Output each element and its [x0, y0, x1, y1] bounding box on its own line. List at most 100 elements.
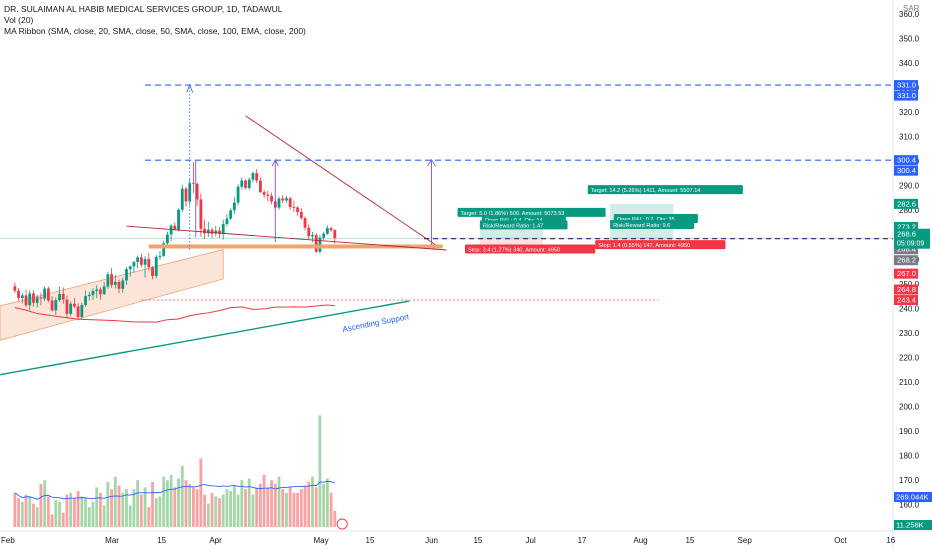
volume-indicator-label[interactable]: Vol (20): [4, 15, 34, 25]
volume-bar: [288, 487, 292, 527]
candle-body: [247, 179, 251, 188]
volume-bar: [17, 498, 20, 527]
candle-body: [35, 297, 39, 303]
price-label-text: 264.8: [897, 285, 916, 294]
volume-bar: [285, 492, 288, 527]
candle-body: [95, 289, 99, 291]
long1-rr-tag-bg: [479, 220, 568, 230]
candle-body: [281, 198, 285, 201]
candle-body: [162, 243, 166, 256]
long2-target-tag-bg: [587, 185, 743, 195]
candle-body: [128, 266, 132, 270]
dotted-arrow-head: [186, 84, 194, 93]
volume-bar: [195, 489, 199, 527]
y-tick-label: 160.0: [899, 501, 920, 510]
volume-bar: [221, 494, 225, 527]
volume-bar: [162, 476, 166, 527]
volume-bar: [329, 492, 333, 527]
volume-bar: [102, 505, 106, 527]
y-tick-label: 210.0: [899, 378, 920, 387]
volume-bar: [244, 489, 247, 527]
price-label-bg: [894, 90, 918, 101]
price-label: 267.0: [894, 268, 918, 279]
volume-bar: [236, 494, 240, 527]
candle-body: [251, 173, 255, 180]
price-label-bg: [894, 284, 918, 295]
replay-icon[interactable]: [336, 518, 348, 530]
candle-body: [322, 233, 326, 238]
volume-bar: [87, 507, 91, 527]
price-label-bg: [894, 155, 918, 166]
price-label-text: 300.4: [897, 156, 916, 165]
long1-profit-zone: [479, 226, 544, 239]
candle-body: [180, 188, 184, 210]
volume-bar: [147, 507, 151, 527]
candle-body: [184, 188, 188, 202]
volume-last-value-label: 11.258K: [894, 520, 932, 530]
price-label-text: 331.0: [897, 91, 916, 100]
candle-body: [110, 274, 113, 285]
candle-body: [166, 234, 169, 244]
y-tick-label: 310.0: [899, 133, 920, 142]
volume-ma-value-bg: [894, 492, 932, 502]
volume-bar: [39, 483, 43, 527]
candle-body: [54, 300, 58, 311]
candle-body: [43, 288, 47, 299]
volume-bar: [266, 487, 270, 527]
volume-bar: [69, 492, 73, 527]
price-label-text: 243.4: [897, 296, 916, 305]
volume-bar: [46, 496, 50, 527]
candle-body: [61, 293, 65, 300]
volume-bar: [333, 510, 337, 527]
candle-body: [240, 180, 244, 187]
volume-bar: [281, 489, 285, 527]
symbol-title[interactable]: DR. SULAIMAN AL HABIB MEDICAL SERVICES G…: [4, 4, 283, 14]
volume-bar: [154, 498, 158, 527]
price-label-text: 267.0: [897, 269, 916, 278]
measure-arrow-2: [271, 158, 279, 167]
candle-body: [329, 228, 333, 231]
candle-body: [91, 290, 95, 295]
candle-body: [158, 255, 162, 257]
volume-bar: [318, 415, 322, 527]
ma-ribbon-indicator-label[interactable]: MA Ribbon (SMA, close, 20, SMA, close, 5…: [4, 26, 306, 36]
candle-body: [255, 173, 259, 181]
volume-bar: [325, 478, 329, 527]
x-tick-label: 17: [578, 536, 587, 545]
price-label-bg: [894, 198, 918, 209]
volume-ma-value-text: 269.044K: [896, 493, 929, 502]
y-tick-label: 180.0: [899, 452, 920, 461]
candle-body: [46, 288, 50, 301]
candle-body: [80, 304, 84, 317]
measure-arrow-3: [427, 158, 436, 167]
x-tick-label: Jul: [526, 536, 536, 545]
y-tick-label: 230.0: [899, 329, 920, 338]
candle-body: [199, 199, 203, 229]
candle-body: [87, 294, 91, 297]
price-label-bg: [894, 221, 918, 232]
volume-ma-line: [14, 480, 335, 500]
volume-bar: [270, 480, 273, 527]
candle-body: [125, 269, 128, 281]
volume-bar: [232, 485, 236, 527]
y-tick-label: 360.0: [899, 10, 920, 19]
candle-body: [262, 192, 266, 195]
candle-body: [299, 211, 303, 219]
y-tick-label: 250.0: [899, 280, 920, 289]
candle-body: [151, 267, 154, 277]
volume-bar: [139, 494, 143, 527]
candle-body: [303, 218, 307, 228]
x-tick-label: Jun: [425, 536, 438, 545]
long1-rr-tag: Risk/Reward Ratio: 1.47: [479, 220, 568, 230]
volume-bar: [76, 491, 80, 527]
volume-bar: [61, 512, 65, 527]
long1-rr-tag-text: Risk/Reward Ratio: 1.47: [483, 223, 543, 229]
y-tick-label: 340.0: [899, 59, 920, 68]
price-label: 264.8: [894, 284, 918, 295]
x-tick-label: Sep: [738, 536, 753, 545]
candle-body: [139, 257, 143, 265]
volume-bar: [166, 480, 169, 527]
candle-body: [117, 281, 121, 289]
volume-bar: [311, 476, 314, 527]
